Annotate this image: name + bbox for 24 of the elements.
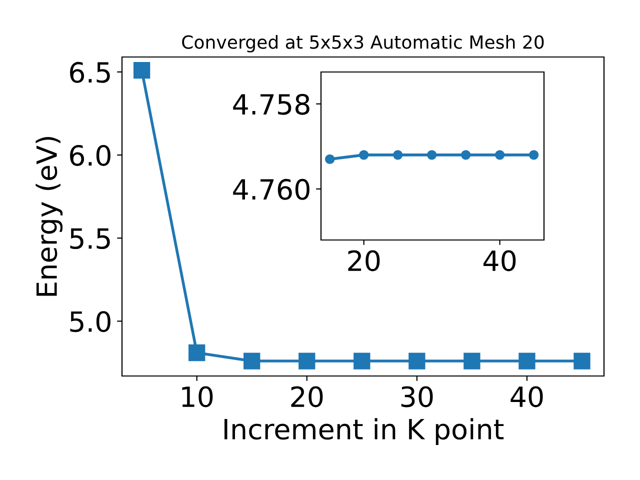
x-tick-label: 20: [348, 250, 380, 272]
y-tick-label: 4.758: [233, 94, 310, 115]
x-tick-label: 40: [483, 250, 516, 272]
x-tick-label: 40: [510, 386, 543, 408]
point: [518, 352, 536, 370]
point: [244, 352, 260, 370]
y-tick-label: 6.5: [70, 62, 110, 83]
y-axis-title: Energy (eV): [36, 136, 63, 296]
point: [133, 62, 150, 79]
y-tick-label: 6.0: [70, 144, 110, 166]
point: [574, 352, 590, 370]
point: [298, 352, 316, 370]
point: [354, 352, 370, 370]
y-tick-label: 5.0: [70, 311, 110, 332]
chart-title: Converged at 5x5x3 Automatic Mesh 20: [182, 34, 544, 52]
point: [408, 352, 426, 370]
x-tick-label: 20: [291, 386, 323, 408]
point: [188, 344, 206, 362]
point: [464, 352, 480, 370]
y-tick-label: 5.5: [70, 228, 110, 250]
x-tick-label: 30: [401, 386, 433, 408]
x-axis-title: Increment in K point: [224, 418, 504, 446]
y-tick-label: 4.760: [233, 178, 310, 200]
x-tick-label: 10: [182, 386, 213, 408]
